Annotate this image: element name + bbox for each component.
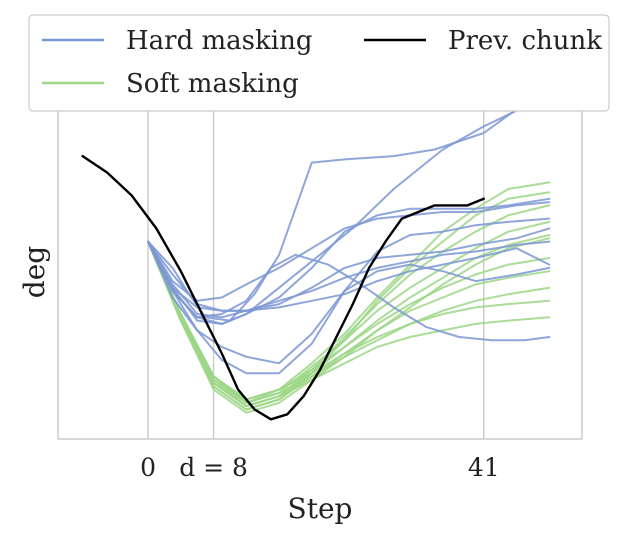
series-line-hard-masking-7 [147,240,551,312]
series-line-hard-masking-3 [147,201,551,302]
series-line-hard-masking-9 [147,217,551,375]
legend-label-soft-masking: Soft masking [126,69,299,99]
series-lines [81,99,551,421]
x-tick-labels: 0 d = 8 41 [140,453,500,482]
series-line-prev-chunk-1 [81,154,485,421]
series-line-hard-masking-8 [147,240,551,365]
legend-label-prev-chunk: Prev. chunk [448,26,602,56]
x-tick-label-0: 0 [140,453,156,482]
series-line-soft-masking-11 [147,237,551,414]
legend-box [28,14,610,112]
y-axis-label: deg [18,246,51,298]
series-line-soft-masking-10 [147,240,551,401]
series-line-hard-masking-10 [147,197,551,325]
series-line-soft-masking-9 [147,240,551,408]
x-tick-label-2: 41 [468,453,500,482]
series-line-hard-masking-4 [147,227,551,312]
series-line-hard-masking-6 [147,240,551,342]
x-axis-label: Step [288,492,353,525]
axes [57,110,583,440]
legend: Hard masking Prev. chunk Soft masking [28,14,610,112]
legend-label-hard-masking: Hard masking [126,26,312,56]
x-tick-label-1: d = 8 [179,453,248,482]
